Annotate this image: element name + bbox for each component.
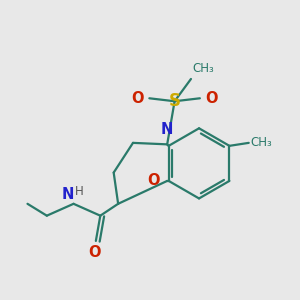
Text: H: H <box>75 185 84 198</box>
Text: O: O <box>131 91 144 106</box>
Text: O: O <box>147 173 160 188</box>
Text: O: O <box>88 244 100 260</box>
Text: N: N <box>161 122 173 137</box>
Text: CH₃: CH₃ <box>250 136 272 149</box>
Text: N: N <box>61 187 74 202</box>
Text: S: S <box>169 92 181 110</box>
Text: O: O <box>205 91 218 106</box>
Text: CH₃: CH₃ <box>192 62 214 75</box>
